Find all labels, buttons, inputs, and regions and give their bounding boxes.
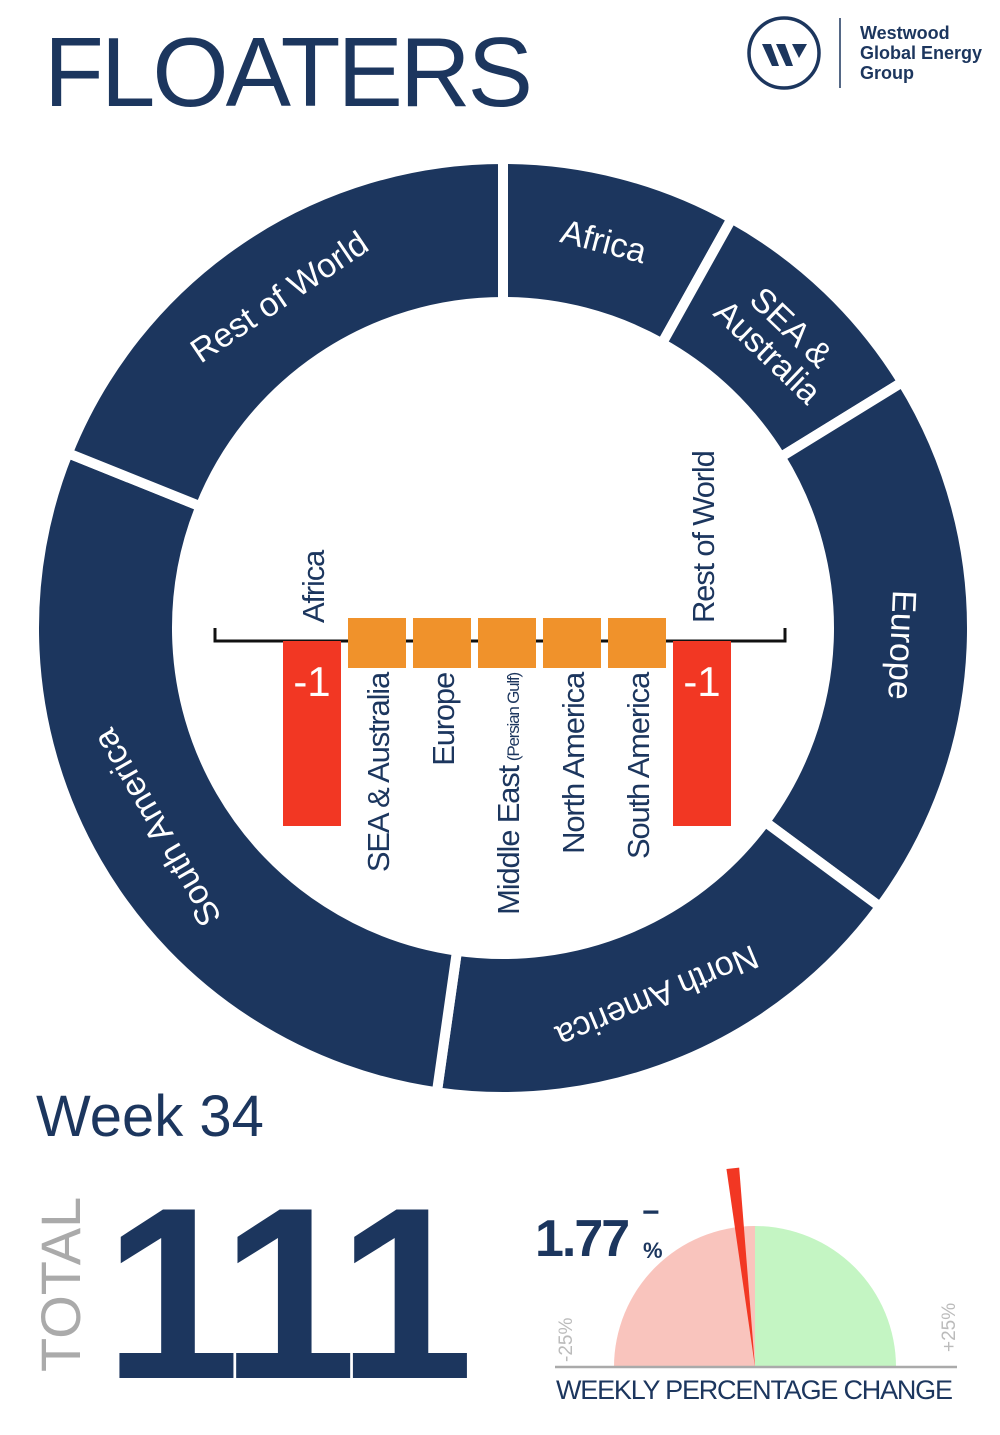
donut-segment-label: Europe [880,589,923,700]
gauge-value: 1.77 [535,1210,628,1268]
bar-data-label: -1 [293,658,330,705]
bar-zero-marker [478,618,536,668]
bar-zero-marker [348,618,406,668]
page-title: FLOATERS [44,17,530,127]
donut-segment [29,446,463,1098]
gauge-needle [726,1167,755,1367]
gauge-min-label: -25% [556,1318,577,1362]
bar [673,641,731,826]
bar-zero-marker [543,618,601,668]
donut-segment [61,153,508,513]
logo-line-2: Global Energy [860,43,982,63]
gauge-positive-half [755,1226,896,1367]
logo: Westwood Global Energy Group [747,16,982,90]
gauge-max-label: +25% [939,1303,960,1352]
bar-category-label: Rest of World [686,451,721,623]
gauge-negative-half [614,1226,755,1367]
logo-w-icon [762,44,807,66]
total-value: 111 [104,1156,468,1430]
bar-category-label: Middle East(Persian Gulf) [491,672,526,914]
logo-line-1: Westwood [860,23,950,43]
bar-chart: -1 Africa SEA & Australia Europe Middle East… [213,451,787,915]
gauge-caption: WEEKLY PERCENTAGE CHANGE [556,1375,952,1405]
gauge-unit: % [643,1238,663,1263]
week-label: Week 34 [36,1084,264,1149]
donut-segment [758,375,977,914]
bar-category-label: North America [556,671,591,854]
bar-category-label: SEA & Australia [361,671,396,872]
bar-category-label: Europe [426,673,461,766]
bar-zero-marker [413,618,471,668]
bar-zero-marker [608,618,666,668]
total-label: TOTAL [29,1197,92,1372]
bar-data-label: -1 [683,658,720,705]
gauge-sign: − [642,1196,660,1229]
logo-line-3: Group [860,63,914,83]
logo-circle-icon [747,16,821,90]
bar [283,641,341,826]
gauge-chart: -25% +25% 1.77 − % WEEKLY PERCENTAGE CHA… [535,1167,960,1405]
bar-category-label: South America [621,671,656,859]
bar-category-label: Africa [296,549,331,623]
